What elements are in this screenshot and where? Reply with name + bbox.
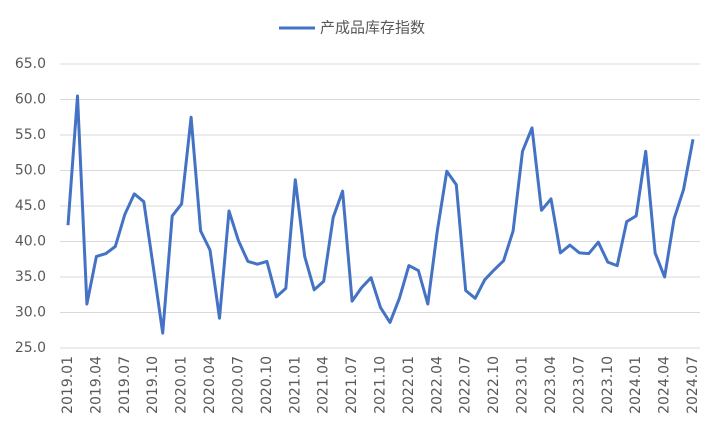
legend-label: 产成品库存指数	[320, 19, 425, 37]
x-tick-label: 2022.01	[401, 356, 417, 414]
x-tick-label: 2021.01	[287, 356, 303, 414]
x-tick-label: 2020.01	[174, 356, 190, 414]
x-tick-label: 2019.04	[88, 356, 104, 414]
x-tick-label: 2020.04	[202, 356, 218, 414]
x-tick-label: 2022.07	[458, 356, 474, 414]
y-tick-label: 25.0	[15, 340, 46, 356]
x-tick-label: 2022.10	[486, 356, 502, 414]
data-line	[66, 94, 695, 335]
x-tick-label: 2021.10	[373, 356, 389, 414]
x-tick-label: 2019.01	[60, 356, 76, 414]
x-tick-label: 2023.07	[571, 356, 587, 414]
y-tick-label: 40.0	[15, 234, 46, 250]
x-tick-label: 2024.07	[685, 356, 701, 414]
x-tick-label: 2020.07	[230, 356, 246, 414]
y-tick-label: 30.0	[15, 305, 46, 321]
y-tick-label: 55.0	[15, 127, 46, 143]
y-tick-label: 45.0	[15, 198, 46, 214]
x-tick-label: 2019.10	[145, 356, 161, 414]
x-tick-label: 2024.01	[628, 356, 644, 414]
y-tick-label: 50.0	[15, 163, 46, 179]
x-tick-label: 2020.10	[259, 356, 275, 414]
y-tick-label: 60.0	[15, 92, 46, 108]
x-tick-label: 2021.07	[344, 356, 360, 414]
y-tick-label: 35.0	[15, 269, 46, 285]
y-tick-label: 65.0	[15, 56, 46, 72]
x-tick-label: 2019.07	[117, 356, 133, 414]
x-tick-label: 2024.04	[657, 356, 673, 414]
x-tick-label: 2023.10	[600, 356, 616, 414]
x-tick-label: 2023.04	[543, 356, 559, 414]
x-tick-label: 2022.04	[429, 356, 445, 414]
x-tick-label: 2023.01	[515, 356, 531, 414]
x-tick-label: 2021.04	[316, 356, 332, 414]
